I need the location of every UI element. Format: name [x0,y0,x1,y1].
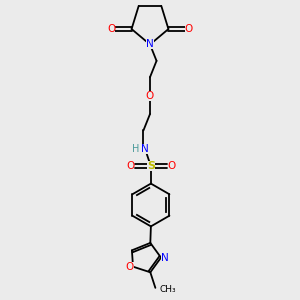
Text: O: O [168,161,176,171]
Text: CH₃: CH₃ [159,285,176,294]
Text: N: N [161,253,168,262]
Text: O: O [125,262,134,272]
Text: S: S [147,161,155,171]
Text: O: O [185,24,193,34]
Text: N: N [141,143,149,154]
Text: O: O [107,24,115,34]
Text: H: H [132,143,140,154]
Text: O: O [146,91,154,100]
Text: O: O [126,161,134,171]
Text: N: N [146,40,154,50]
